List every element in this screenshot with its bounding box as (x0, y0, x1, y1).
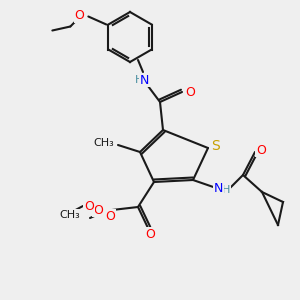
Text: O: O (145, 227, 155, 241)
Text: O: O (84, 200, 94, 212)
Text: CH₃: CH₃ (93, 138, 114, 148)
Text: N: N (140, 74, 149, 86)
Text: O: O (93, 203, 103, 217)
Text: N: N (214, 182, 224, 194)
Text: O: O (256, 143, 266, 157)
Text: S: S (212, 139, 220, 153)
Text: O: O (105, 209, 115, 223)
Text: CH₃: CH₃ (59, 210, 80, 220)
Text: O: O (185, 85, 195, 98)
Text: O: O (74, 9, 84, 22)
Text: H: H (135, 75, 143, 85)
Text: H: H (222, 185, 230, 195)
